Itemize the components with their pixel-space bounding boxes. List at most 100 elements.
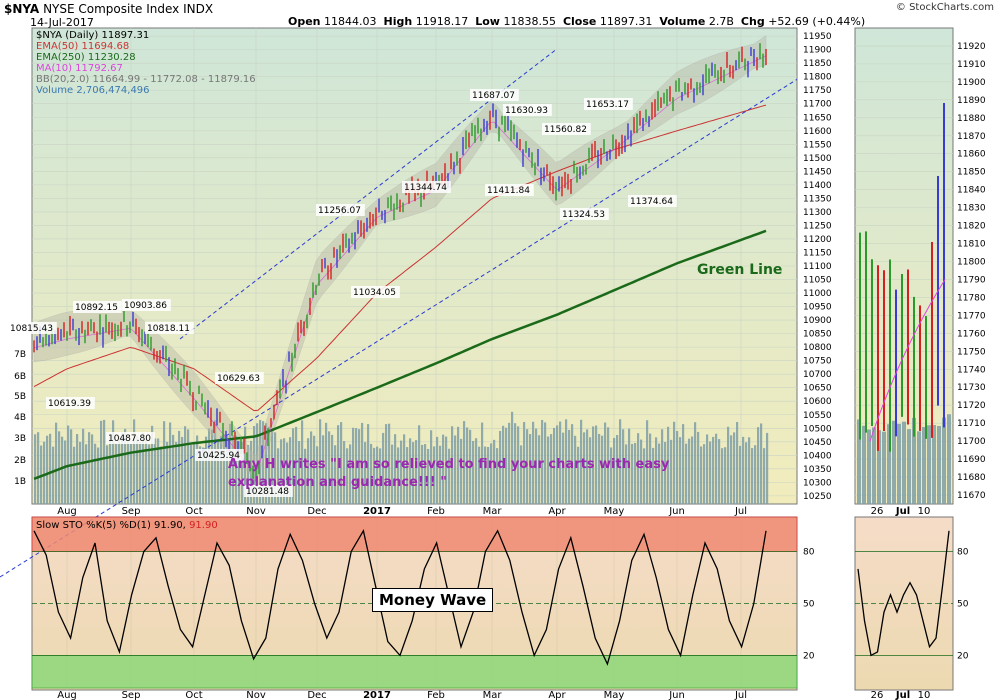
chart-symbol: $NYA NYSE Composite Index INDX	[4, 2, 213, 16]
volume-bar	[658, 443, 661, 504]
lower-trend-line	[0, 78, 798, 578]
volume-bar	[523, 422, 526, 504]
price-label: 10903.86	[124, 301, 167, 311]
volume-bar	[730, 435, 733, 504]
volume-bar	[241, 441, 244, 504]
y-tick-label: 10850	[803, 330, 832, 340]
volume-bar	[577, 446, 580, 504]
zoom-tick-label: 11720	[957, 401, 986, 411]
high-label: High	[383, 15, 413, 28]
open-label: Open	[288, 15, 321, 28]
zoom-tick-label: 11920	[957, 42, 986, 52]
x-tick-label: May	[604, 690, 625, 700]
volume-tick-label: 1B	[14, 477, 26, 487]
volume-bar	[190, 444, 193, 504]
volume-bar	[415, 440, 418, 504]
y-tick-label: 10350	[803, 465, 832, 475]
volume-bar	[355, 428, 358, 504]
volume-label: Volume	[659, 15, 706, 28]
zoom-tick-label: 11700	[957, 437, 986, 447]
legend-ema50: EMA(50) 11694.68	[36, 41, 130, 52]
volume-bar	[70, 429, 73, 504]
price-label: 11653.17	[586, 100, 629, 110]
y-tick-label: 10250	[803, 492, 832, 502]
y-tick-label: 11000	[803, 289, 832, 299]
volume-bar	[121, 432, 124, 504]
symbol: $NYA	[4, 2, 40, 16]
volume-bar	[169, 422, 172, 504]
sto-k-line	[33, 529, 767, 666]
volume-bar	[763, 448, 766, 504]
volume-bar	[37, 432, 40, 504]
volume-bar	[280, 439, 283, 504]
y-tick-label: 11200	[803, 235, 832, 245]
volume-tick-label: 5B	[14, 392, 26, 402]
volume-bar	[346, 448, 349, 504]
x-tick-label: Apr	[548, 690, 566, 700]
volume-bar	[103, 419, 106, 504]
zoom-ma-line	[869, 279, 946, 442]
volume-bar	[544, 422, 547, 504]
legend-price: $NYA (Daily) 11897.31	[36, 30, 150, 41]
price-label-bg	[628, 195, 677, 207]
zoom-x-tick: Jul	[895, 506, 910, 517]
y-tick-label: 11850	[803, 59, 832, 69]
volume-bar	[40, 445, 43, 504]
volume-bar	[586, 429, 589, 504]
volume-bar	[100, 420, 103, 504]
volume-bar	[697, 431, 700, 504]
price-label: 11324.53	[562, 210, 605, 220]
volume-bar	[508, 422, 511, 504]
volume-bar	[394, 434, 397, 504]
volume-bar	[151, 425, 154, 504]
volume-bar	[265, 423, 268, 504]
volume-bar	[709, 441, 712, 504]
zoom-volume-bar	[867, 429, 871, 504]
volume-bar	[688, 438, 691, 504]
volume-bar	[301, 420, 304, 504]
volume-bar	[205, 436, 208, 504]
zoom-volume-bar	[862, 425, 866, 504]
volume-bar	[178, 430, 181, 504]
volume-bar	[511, 411, 514, 504]
price-label: 11374.64	[630, 197, 673, 207]
volume-bar	[724, 447, 727, 504]
volume-bar	[613, 437, 616, 504]
volume-bar	[463, 421, 466, 504]
volume-bar	[271, 429, 274, 504]
volume-bar	[574, 435, 577, 504]
price-label-bg	[542, 123, 591, 135]
volume-bar	[448, 448, 451, 504]
volume-bar	[559, 421, 562, 504]
price-label: 11560.82	[544, 125, 587, 135]
volume-bar	[538, 435, 541, 504]
zoom-tick-label: 11840	[957, 186, 986, 196]
volume-bar	[427, 448, 430, 504]
zoom-volume-bar	[902, 421, 906, 504]
index-name: NYSE Composite Index	[43, 2, 180, 16]
sto-zoom-tick-label: 80	[957, 548, 969, 558]
volume-bar	[187, 429, 190, 504]
volume-bar	[736, 421, 739, 504]
volume-bar	[148, 444, 151, 504]
sto-legend-value: 91.90	[189, 520, 218, 531]
volume-bar	[706, 434, 709, 504]
volume-bar	[163, 421, 166, 504]
zoom-volume-bar	[877, 430, 881, 504]
volume-value: 2.7B	[708, 15, 734, 28]
volume-bar	[298, 440, 301, 504]
volume-bar	[397, 447, 400, 504]
volume-bar	[325, 422, 328, 504]
volume-bar	[766, 432, 769, 504]
price-label-bg	[46, 397, 95, 409]
price-label: 10815.43	[10, 324, 53, 334]
volume-bar	[640, 439, 643, 504]
zoom-volume-bar	[872, 427, 876, 504]
volume-bar	[634, 442, 637, 504]
volume-bar	[745, 442, 748, 504]
price-label: 10425.94	[197, 451, 240, 461]
volume-bar	[550, 434, 553, 504]
volume-bar	[157, 438, 160, 504]
y-tick-label: 11050	[803, 276, 832, 286]
